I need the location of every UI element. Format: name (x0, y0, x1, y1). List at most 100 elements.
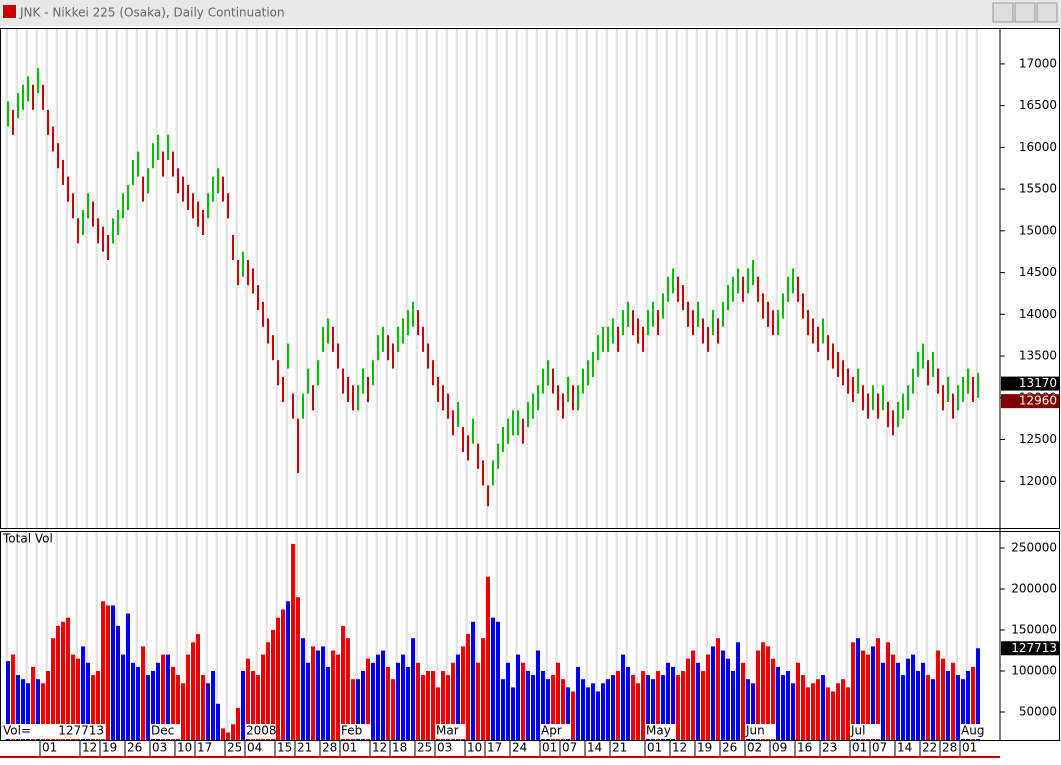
stripe (325, 29, 328, 528)
y-tick-label: 15000 (1019, 223, 1057, 237)
stripe (255, 532, 258, 740)
month-label-bg (340, 724, 370, 739)
stripe (45, 532, 48, 740)
volume-bar (421, 675, 425, 740)
volume-bar (841, 679, 845, 740)
volume-bar (416, 662, 420, 740)
stripe (835, 29, 838, 528)
stripe (425, 29, 428, 528)
volume-bar (66, 617, 70, 740)
volume-bar (176, 675, 180, 740)
stripe (835, 532, 838, 740)
stripe (375, 532, 378, 740)
x-tick-label: 01 (42, 741, 57, 755)
volume-bar (271, 629, 275, 740)
stripe (315, 29, 318, 528)
volume-bar (736, 642, 740, 740)
stripe (975, 532, 978, 740)
stripe (715, 532, 718, 740)
stripe (175, 532, 178, 740)
stripe (395, 532, 398, 740)
stripe (685, 29, 688, 528)
volume-bar (371, 662, 375, 740)
stripe (675, 29, 678, 528)
volume-bar (431, 670, 435, 740)
stripe (275, 29, 278, 528)
volume-bar (911, 654, 915, 740)
volume-bar (481, 638, 485, 740)
stripe (755, 532, 758, 740)
volume-bar (146, 675, 150, 740)
minimize-button[interactable] (992, 2, 1014, 23)
stripe (95, 532, 98, 740)
month-label: Feb (341, 724, 362, 738)
month-label: 2008 (246, 724, 277, 738)
volume-bar (906, 658, 910, 740)
month-label: Mar (436, 724, 459, 738)
stripe (165, 29, 168, 528)
stripe (915, 532, 918, 740)
maximize-button[interactable] (1014, 2, 1036, 23)
volume-bar (551, 675, 555, 740)
volume-bar (206, 683, 210, 740)
stripe (805, 532, 808, 740)
stripe (75, 29, 78, 528)
volume-bar (446, 675, 450, 740)
volume-bar (156, 662, 160, 740)
stripe (365, 532, 368, 740)
volume-bar (51, 638, 55, 740)
volume-bar (661, 675, 665, 740)
x-tick-label: 28 (942, 741, 957, 755)
stripe (415, 29, 418, 528)
volume-bar (931, 679, 935, 740)
stripe (775, 29, 778, 528)
stripe (645, 29, 648, 528)
stripe (225, 532, 228, 740)
stripe (285, 29, 288, 528)
volume-bar (221, 728, 225, 740)
volume-bar (351, 679, 355, 740)
stripe (155, 532, 158, 740)
volume-bar (281, 609, 285, 740)
y-tick-label: 200000 (1011, 581, 1057, 595)
stripe (365, 29, 368, 528)
volume-marker-box (1001, 641, 1059, 656)
stripe (235, 29, 238, 528)
price-marker-label: 13170 (1019, 376, 1057, 390)
volume-bar (691, 650, 695, 740)
volume-bar (741, 662, 745, 740)
volume-bar (126, 613, 130, 740)
volume-bar (231, 724, 235, 740)
stripe (425, 532, 428, 740)
stripe (855, 532, 858, 740)
volume-bar (296, 597, 300, 740)
x-tick-label: 07 (872, 741, 887, 755)
volume-bar (336, 654, 340, 740)
volume-bar (816, 679, 820, 740)
close-button[interactable] (1036, 2, 1058, 23)
stripe (205, 532, 208, 740)
x-tick-label: 10 (177, 741, 192, 755)
x-tick-label: 26 (722, 741, 737, 755)
volume-bar (601, 683, 605, 740)
volume-bar (141, 646, 145, 740)
volume-bar (251, 670, 255, 740)
stripe (965, 29, 968, 528)
volume-bar (151, 670, 155, 740)
volume-bar (61, 621, 65, 740)
month-label-bg (850, 724, 880, 739)
volume-bar (471, 621, 475, 740)
stripe (435, 29, 438, 528)
stripe (145, 532, 148, 740)
volume-readout-label: Vol= (3, 724, 31, 738)
volume-bar (461, 646, 465, 740)
volume-bar (226, 732, 230, 740)
stripe (325, 532, 328, 740)
stripe (745, 29, 748, 528)
x-tick-label: 17 (197, 741, 212, 755)
volume-bar (181, 683, 185, 740)
stripe (795, 532, 798, 740)
volume-bar (901, 675, 905, 740)
price-marker-label: 12960 (1019, 394, 1057, 408)
